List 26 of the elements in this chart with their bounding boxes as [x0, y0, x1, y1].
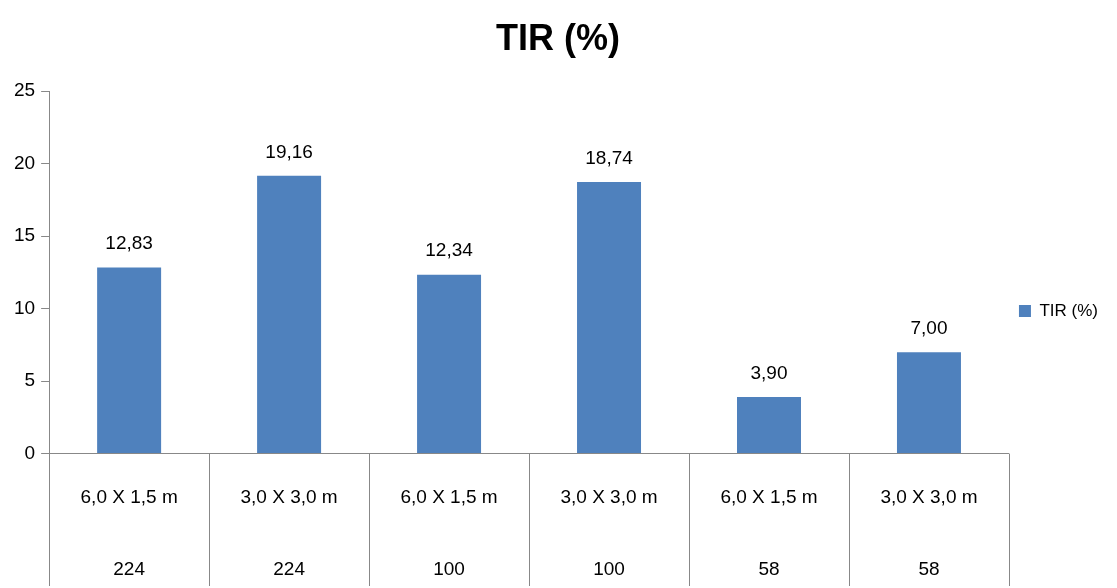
- y-tick-label: 0: [24, 441, 36, 463]
- data-label: 18,74: [585, 146, 634, 168]
- data-label: 7,00: [910, 316, 948, 338]
- legend-label: TIR (%): [1039, 300, 1098, 320]
- category-label: 6,0 X 1,5 m 58: [720, 485, 818, 580]
- category-label: 3,0 X 3,0 m 224: [240, 485, 338, 580]
- category-label: 3,0 X 3,0 m 58: [880, 485, 978, 580]
- bar: [896, 352, 961, 454]
- category-label: 3,0 X 3,0 m 100: [560, 485, 658, 580]
- data-label: 12,34: [425, 239, 474, 261]
- category-label: 6,0 X 1,5 m 100: [400, 485, 498, 580]
- chart-title: TIR (%): [496, 16, 620, 58]
- data-label: 12,83: [105, 232, 153, 254]
- category-label: 6,0 X 1,5 m 224: [80, 485, 178, 580]
- data-label: 3,90: [750, 361, 788, 383]
- bar: [737, 397, 801, 454]
- y-tick-label: 25: [13, 79, 36, 101]
- bar: [257, 175, 322, 454]
- y-tick-label: 10: [13, 296, 36, 318]
- bar: [97, 267, 162, 454]
- y-tick-label: 5: [24, 369, 36, 391]
- bar: [417, 274, 482, 454]
- y-tick-label: 20: [13, 151, 36, 173]
- bar: [577, 181, 642, 454]
- y-tick-label: 15: [13, 224, 36, 246]
- data-label: 19,16: [265, 140, 313, 162]
